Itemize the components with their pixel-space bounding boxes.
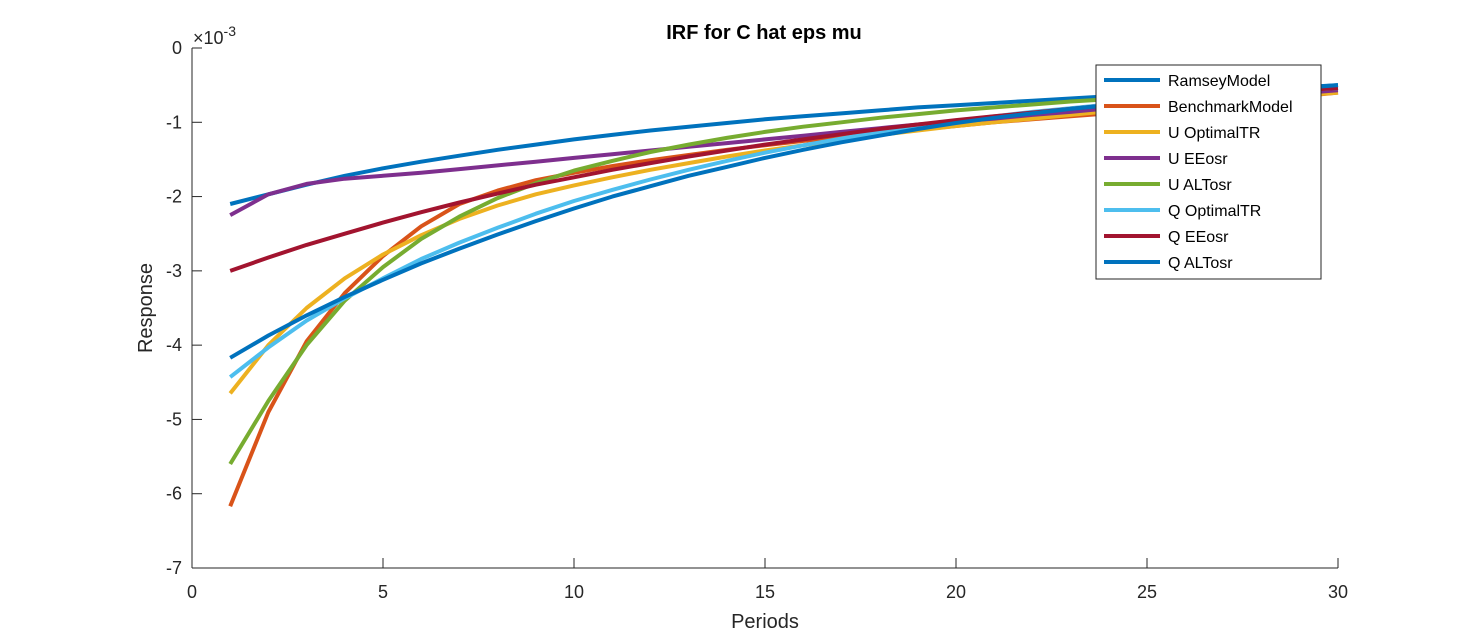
legend-box [1095, 64, 1322, 280]
y-ticks: 0 -1 -2 -3 -4 -5 -6 -7 [166, 38, 202, 578]
series-layer [228, 83, 1339, 508]
x-tick-label: 20 [946, 582, 966, 602]
legend-entry-label: RamseyModel [1168, 73, 1270, 90]
legend-entry-label: Q EEosr [1168, 229, 1229, 246]
y-axis-exponent-power: -3 [224, 23, 237, 39]
y-tick-label: -7 [166, 558, 182, 578]
y-tick-label: 0 [172, 38, 182, 58]
x-tick-label: 25 [1137, 582, 1157, 602]
legend-entry-label: BenchmarkModel [1168, 99, 1293, 116]
x-tick-label: 15 [755, 582, 775, 602]
x-tick-label: 30 [1328, 582, 1348, 602]
x-tick-label: 5 [378, 582, 388, 602]
legend-entry-label: U EEosr [1168, 151, 1228, 168]
legend: RamseyModel BenchmarkModel U OptimalTR U EE… [1095, 64, 1322, 280]
y-tick-label: -3 [166, 261, 182, 281]
y-axis-exponent: ×10-3 [193, 23, 236, 48]
legend-entry-label: U ALTosr [1168, 177, 1232, 194]
legend-entry-label: Q OptimalTR [1168, 203, 1261, 220]
y-axis-label: Response [135, 263, 157, 353]
x-axis-label: Periods [731, 611, 799, 633]
x-ticks: 0 5 10 15 20 25 30 [187, 558, 1348, 602]
y-tick-label: -2 [166, 187, 182, 207]
y-tick-label: -6 [166, 484, 182, 504]
x-tick-label: 0 [187, 582, 197, 602]
y-axis-exponent-base: ×10 [193, 28, 224, 48]
y-tick-label: -5 [166, 409, 182, 429]
y-tick-label: -4 [166, 335, 182, 355]
x-tick-label: 10 [564, 582, 584, 602]
legend-entry-label: Q ALTosr [1168, 255, 1233, 272]
chart-title: IRF for C hat eps mu [666, 22, 862, 44]
legend-entry-label: U OptimalTR [1168, 125, 1260, 142]
y-tick-label: -1 [166, 112, 182, 132]
